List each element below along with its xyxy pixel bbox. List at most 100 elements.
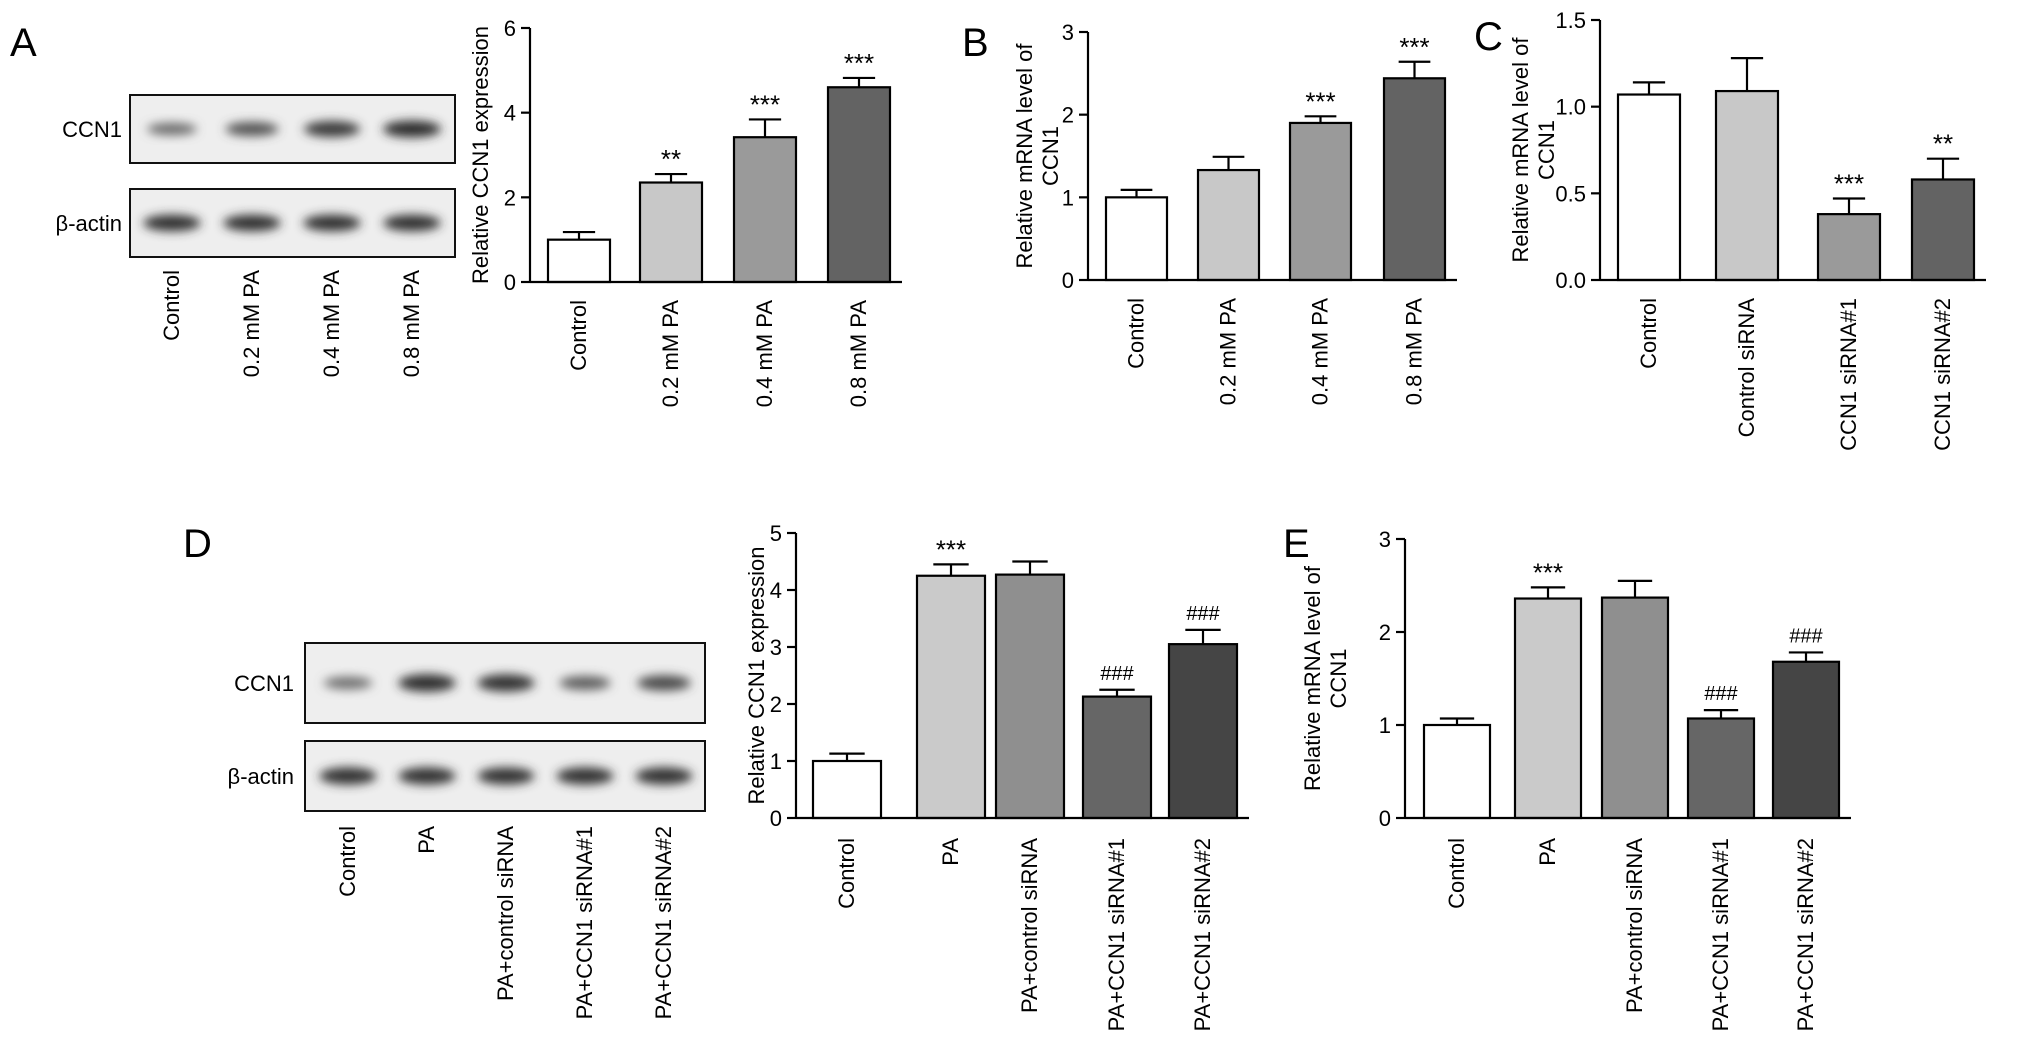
y-axis-label-c-line1: Relative mRNA level of xyxy=(1508,37,1533,263)
x-tick-label-d-1: Control xyxy=(834,838,859,909)
blot-lane-label-a-4: 0.8 mM PA xyxy=(399,270,424,378)
significance-label-d-5: ### xyxy=(1186,603,1220,625)
y-tick-label-e-2: 1 xyxy=(1379,713,1391,738)
blot-row-label-a-ccn1: CCN1 xyxy=(62,117,122,142)
significance-label-c-4: ** xyxy=(1933,129,1953,159)
y-tick-label-b-3: 2 xyxy=(1062,103,1074,128)
bar-e-1 xyxy=(1422,723,1492,820)
significance-label-c-3: *** xyxy=(1834,169,1864,199)
bar-d-5 xyxy=(1167,643,1239,820)
x-tick-label-b-1: Control xyxy=(1124,298,1149,369)
significance-label-b-3: *** xyxy=(1305,86,1335,116)
panel-letter-a: A xyxy=(10,21,37,65)
y-tick-label-c-3: 1.0 xyxy=(1555,95,1586,120)
significance-label-a-4: *** xyxy=(844,48,874,78)
blot-lane-label-d-1: Control xyxy=(335,826,360,897)
panel-letter-d: D xyxy=(183,522,212,566)
band-a-ccn1-3 xyxy=(303,121,361,137)
y-tick-label-e-3: 2 xyxy=(1379,620,1391,645)
bar-a-4 xyxy=(826,86,892,284)
bar-d-3 xyxy=(994,573,1066,820)
significance-label-e-4: ### xyxy=(1704,683,1738,705)
x-tick-label-e-4: PA+CCN1 siRNA#1 xyxy=(1708,838,1733,1031)
panel-letter-e: E xyxy=(1283,522,1310,566)
y-tick-label-c-1: 0.0 xyxy=(1555,268,1586,293)
band-d-actin-1 xyxy=(319,767,377,785)
bar-c-4 xyxy=(1910,178,1976,282)
band-a-actin-1 xyxy=(143,214,201,232)
x-tick-label-c-3: CCN1 siRNA#1 xyxy=(1836,298,1861,451)
y-tick-label-d-4: 3 xyxy=(770,635,782,660)
bar-e-2 xyxy=(1513,597,1583,820)
significance-label-d-2: *** xyxy=(936,534,966,564)
y-axis-label-e-line1: Relative mRNA level of xyxy=(1300,565,1325,791)
band-d-actin-2 xyxy=(398,767,456,785)
x-tick-label-a-3: 0.4 mM PA xyxy=(752,300,777,408)
blot-row-label-a-actin: β-actin xyxy=(56,211,122,236)
x-tick-label-e-1: Control xyxy=(1444,838,1469,909)
blot-lane-label-d-5: PA+CCN1 siRNA#2 xyxy=(651,826,676,1019)
y-tick-label-c-4: 1.5 xyxy=(1555,8,1586,33)
x-tick-label-c-1: Control xyxy=(1636,298,1661,369)
bar-a-1 xyxy=(546,238,612,284)
bar-b-4 xyxy=(1382,77,1447,282)
bar-e-3 xyxy=(1600,596,1670,820)
band-d-ccn1-2 xyxy=(398,674,456,692)
band-a-actin-2 xyxy=(223,214,281,232)
x-tick-label-e-5: PA+CCN1 siRNA#2 xyxy=(1793,838,1818,1031)
bar-a-2 xyxy=(638,181,704,284)
y-tick-label-b-2: 1 xyxy=(1062,185,1074,210)
y-tick-label-d-3: 2 xyxy=(770,692,782,717)
y-axis-label-c-line2: CCN1 xyxy=(1534,120,1559,180)
bar-a-3 xyxy=(732,136,798,284)
y-axis-label-d: Relative CCN1 expression xyxy=(744,547,769,805)
y-axis-label-b-line2: CCN1 xyxy=(1038,126,1063,186)
bar-b-2 xyxy=(1196,168,1261,282)
bar-b-3 xyxy=(1288,121,1353,282)
band-d-ccn1-3 xyxy=(477,674,535,692)
band-d-actin-5 xyxy=(635,767,693,785)
band-d-ccn1-1 xyxy=(323,676,373,690)
blot-lane-label-d-2: PA xyxy=(414,826,439,854)
bar-b-1 xyxy=(1104,196,1169,282)
significance-label-e-5: ### xyxy=(1789,625,1823,647)
x-tick-label-c-4: CCN1 siRNA#2 xyxy=(1930,298,1955,451)
bar-d-1 xyxy=(811,759,883,820)
blot-lane-label-a-3: 0.4 mM PA xyxy=(319,270,344,378)
x-tick-label-b-2: 0.2 mM PA xyxy=(1216,298,1241,406)
y-tick-label-a-3: 4 xyxy=(504,101,516,126)
significance-label-b-4: *** xyxy=(1399,32,1429,62)
y-tick-label-e-1: 0 xyxy=(1379,806,1391,831)
y-tick-label-a-1: 0 xyxy=(504,270,516,295)
bar-e-5 xyxy=(1771,660,1841,820)
band-d-ccn1-4 xyxy=(559,675,611,691)
x-tick-label-d-3: PA+control siRNA xyxy=(1017,838,1042,1013)
x-tick-label-e-3: PA+control siRNA xyxy=(1622,838,1647,1013)
y-tick-label-b-4: 3 xyxy=(1062,20,1074,45)
x-tick-label-d-5: PA+CCN1 siRNA#2 xyxy=(1190,838,1215,1031)
blot-row-label-d-ccn1: CCN1 xyxy=(234,671,294,696)
band-a-ccn1-2 xyxy=(225,121,279,137)
bar-e-4 xyxy=(1686,717,1756,820)
x-tick-label-c-2: Control siRNA xyxy=(1734,298,1759,438)
significance-label-a-3: *** xyxy=(750,89,780,119)
western-blot-a: CCN1 β-actin Control 0.2 mM PA 0.4 mM PA 0.8 … xyxy=(56,94,456,378)
x-tick-label-a-2: 0.2 mM PA xyxy=(658,300,683,408)
y-tick-label-e-4: 3 xyxy=(1379,527,1391,552)
y-axis-label-b-line1: Relative mRNA level of xyxy=(1012,43,1037,269)
bar-chart-b: *** *** 0 1 2 3 Control 0.2 mM PA 0.4 mM PA 0.8 m… xyxy=(1012,20,1457,405)
blot-lane-label-d-3: PA+control siRNA xyxy=(493,826,518,1001)
x-tick-label-e-2: PA xyxy=(1535,838,1560,866)
x-tick-label-d-2: PA xyxy=(938,838,963,866)
bar-chart-d: *** ### ### 0 1 2 3 4 5 Control PA PA+control siRNA… xyxy=(744,521,1249,1031)
y-axis-label-e-line2: CCN1 xyxy=(1326,649,1351,709)
bar-c-1 xyxy=(1616,93,1682,282)
band-d-actin-4 xyxy=(556,767,614,785)
blot-lane-label-d-4: PA+CCN1 siRNA#1 xyxy=(572,826,597,1019)
bar-chart-e: *** ### ### 0 1 2 3 Control PA PA+control siRNA PA… xyxy=(1300,527,1851,1031)
band-d-actin-3 xyxy=(477,767,535,785)
x-tick-label-a-4: 0.8 mM PA xyxy=(846,300,871,408)
